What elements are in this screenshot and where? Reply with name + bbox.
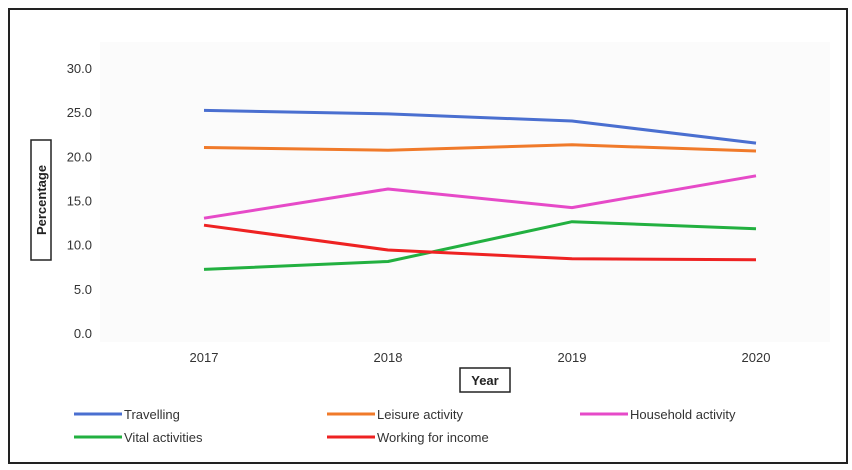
y-axis-ticks: 0.0 5.0 10.0 15.0 20.0 25.0 30.0 <box>67 61 92 341</box>
legend-label: Household activity <box>630 407 736 422</box>
x-tick-label: 2019 <box>558 350 587 365</box>
x-tick-label: 2017 <box>190 350 219 365</box>
y-tick-label: 15.0 <box>67 194 92 209</box>
legend: Travelling Leisure activity Household acti… <box>74 407 736 445</box>
y-tick-label: 25.0 <box>67 105 92 120</box>
legend-label: Working for income <box>377 430 489 445</box>
y-tick-label: 20.0 <box>67 149 92 164</box>
x-tick-label: 2018 <box>374 350 403 365</box>
series-line-vital-activities <box>203 220 757 271</box>
x-tick-label: 2020 <box>742 350 771 365</box>
legend-item: Working for income <box>327 430 489 445</box>
y-tick-label: 10.0 <box>67 238 92 253</box>
series-lines <box>203 108 757 271</box>
x-axis-ticks: 2017 2018 2019 2020 <box>190 350 771 365</box>
y-axis-label: Percentage <box>30 139 52 261</box>
legend-label: Travelling <box>124 407 180 422</box>
legend-label: Leisure activity <box>377 407 463 422</box>
y-tick-label: 5.0 <box>74 282 92 297</box>
y-tick-label: 0.0 <box>74 326 92 341</box>
x-axis-title: Year <box>471 373 498 388</box>
x-axis-label: Year <box>459 367 511 393</box>
series-line-household-activity <box>203 174 757 220</box>
legend-item: Vital activities <box>74 430 203 445</box>
legend-item: Travelling <box>74 407 180 422</box>
series-line-leisure-activity <box>203 143 757 153</box>
y-tick-label: 30.0 <box>67 61 92 76</box>
series-line-travelling <box>203 108 757 145</box>
plot-area <box>100 42 830 342</box>
series-line-working-for-income <box>203 223 757 262</box>
legend-item: Leisure activity <box>327 407 463 422</box>
y-axis-title: Percentage <box>34 165 49 235</box>
legend-label: Vital activities <box>124 430 203 445</box>
legend-item: Household activity <box>580 407 736 422</box>
